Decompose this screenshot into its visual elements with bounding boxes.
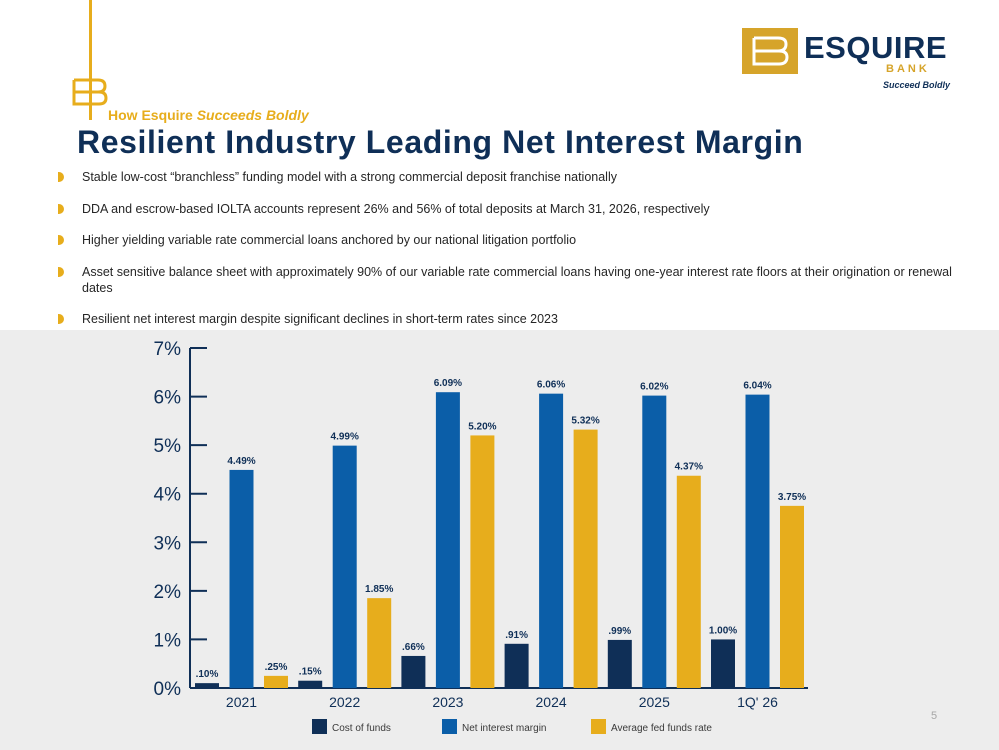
- accent-vertical-line: [89, 0, 92, 120]
- data-label: .66%: [402, 642, 425, 653]
- x-tick-label: 1Q' 26: [737, 694, 778, 710]
- bullet-item: DDA and escrow-based IOLTA accounts repr…: [58, 201, 958, 217]
- bar: [642, 395, 667, 688]
- bar-chart: 0% 1% 2% 3% 4% 5% 6% 7% .10% 4.49% .25% 2021 .15% 4.9…: [154, 339, 808, 734]
- legend-swatch: [591, 719, 606, 734]
- bar: [676, 475, 701, 688]
- logo-tagline: Succeed Boldly: [883, 80, 951, 90]
- data-label: 3.75%: [778, 492, 806, 503]
- bar: [435, 392, 460, 688]
- y-tick-label: 4%: [154, 485, 182, 506]
- legend-label: Cost of funds: [332, 723, 391, 734]
- page-number: 5: [931, 710, 938, 722]
- bar: [539, 393, 564, 688]
- page-title: Resilient Industry Leading Net Interest …: [77, 124, 804, 160]
- y-tick-label: 1%: [154, 630, 182, 651]
- bar: [298, 680, 323, 688]
- data-label: .99%: [608, 626, 631, 637]
- bar: [367, 598, 392, 688]
- data-label: .25%: [265, 662, 288, 673]
- chart-panel: [0, 330, 999, 750]
- data-label: 4.99%: [331, 432, 359, 443]
- data-label: 4.49%: [227, 456, 255, 467]
- data-label: .91%: [505, 630, 528, 641]
- bar: [573, 429, 598, 688]
- data-label: 6.06%: [537, 380, 565, 391]
- bullet-marker-icon: [58, 203, 64, 214]
- bullet-item: Higher yielding variable rate commercial…: [58, 232, 958, 248]
- y-tick-label: 0%: [154, 679, 182, 700]
- bullet-text: Resilient net interest margin despite si…: [82, 312, 558, 326]
- data-label: .10%: [196, 669, 219, 680]
- bar: [332, 445, 357, 688]
- esquire-bank-logo: ESQUIRE BANK Succeed Boldly: [742, 28, 950, 92]
- legend-label: Net interest margin: [462, 723, 546, 734]
- y-tick-label: 2%: [154, 582, 182, 603]
- bar: [264, 675, 288, 688]
- bar: [745, 394, 770, 688]
- data-label: 5.32%: [571, 416, 599, 427]
- x-tick-label: 2025: [639, 694, 670, 710]
- logo-eb-icon: [742, 28, 798, 74]
- bullet-list: Stable low-cost “branchless” funding mod…: [58, 169, 958, 343]
- section-subtitle: How Esquire Succeeds Boldly: [108, 107, 309, 123]
- legend-label: Average fed funds rate: [611, 723, 712, 734]
- data-label: 1.85%: [365, 584, 393, 595]
- x-tick-label: 2022: [329, 694, 360, 710]
- x-tick-label: 2024: [536, 694, 567, 710]
- bullet-text: Stable low-cost “branchless” funding mod…: [82, 170, 617, 184]
- bullet-text: Asset sensitive balance sheet with appro…: [82, 264, 952, 295]
- bullet-marker-icon: [58, 266, 64, 277]
- bullet-item: Resilient net interest margin despite si…: [58, 311, 958, 327]
- bullet-item: Asset sensitive balance sheet with appro…: [58, 264, 958, 296]
- x-tick-label: 2023: [432, 694, 463, 710]
- y-tick-label: 6%: [154, 388, 182, 409]
- bullet-text: DDA and escrow-based IOLTA accounts repr…: [82, 201, 710, 216]
- bullet-marker-icon: [58, 172, 64, 182]
- data-label: 6.09%: [434, 378, 462, 389]
- bullet-text: Higher yielding variable rate commercial…: [82, 233, 577, 247]
- legend-swatch: [442, 719, 457, 734]
- data-label: .15%: [299, 667, 322, 678]
- logo-bank-text: BANK: [886, 63, 930, 75]
- bar: [780, 505, 804, 688]
- bar: [195, 683, 219, 688]
- bar: [470, 435, 495, 688]
- x-tick-label: 2021: [226, 694, 257, 710]
- legend-swatch: [312, 719, 327, 734]
- data-label: 6.02%: [640, 382, 668, 393]
- data-label: 6.04%: [743, 381, 771, 392]
- data-label: 4.37%: [675, 462, 703, 473]
- bar: [607, 639, 632, 688]
- bar: [229, 469, 254, 688]
- bar: [711, 639, 735, 688]
- bar: [401, 655, 426, 688]
- logo-wordmark: ESQUIRE: [804, 30, 948, 65]
- bullet-marker-icon: [58, 314, 64, 324]
- bar: [504, 643, 529, 688]
- data-label: 5.20%: [468, 421, 496, 432]
- bullet-marker-icon: [58, 235, 64, 245]
- eb-monogram-icon: [72, 78, 108, 106]
- y-tick-label: 5%: [154, 436, 182, 457]
- bullet-item: Stable low-cost “branchless” funding mod…: [58, 169, 958, 185]
- data-label: 1.00%: [709, 625, 737, 636]
- y-tick-label: 3%: [154, 533, 182, 554]
- y-tick-label: 7%: [154, 339, 182, 360]
